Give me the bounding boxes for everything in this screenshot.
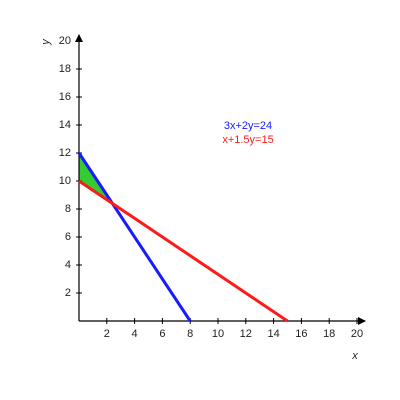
x-tick-label: 16 [295,328,307,340]
y-tick-label: 12 [59,147,71,159]
y-tick-label: 6 [65,231,71,243]
x-axis-arrow [358,317,366,325]
x-tick-label: 20 [351,328,363,340]
y-tick-label: 16 [59,91,71,103]
x-tick-label: 12 [240,328,252,340]
y-tick-label: 2 [65,287,71,299]
y-tick-label: 4 [65,259,71,271]
line [78,179,289,323]
x-tick-label: 6 [159,328,165,340]
x-tick-label: 4 [132,328,138,340]
x-tick-label: 8 [187,328,193,340]
x-tick-label: 2 [104,328,110,340]
y-axis-arrow [75,34,83,42]
x-tick-label: 14 [267,328,279,340]
line-label: x+1.5y=15 [222,134,273,146]
x-tick-label: 10 [212,328,224,340]
x-axis-label: x [351,350,358,362]
y-tick-label: 14 [59,119,71,131]
y-tick-label: 8 [65,203,71,215]
y-tick-label: 10 [59,175,71,187]
line [77,152,192,322]
y-axis-label: y [40,38,52,46]
x-tick-label: 18 [323,328,335,340]
y-tick-label: 20 [59,35,71,47]
line-label: 3x+2y=24 [224,120,272,132]
y-tick-label: 18 [59,63,71,75]
